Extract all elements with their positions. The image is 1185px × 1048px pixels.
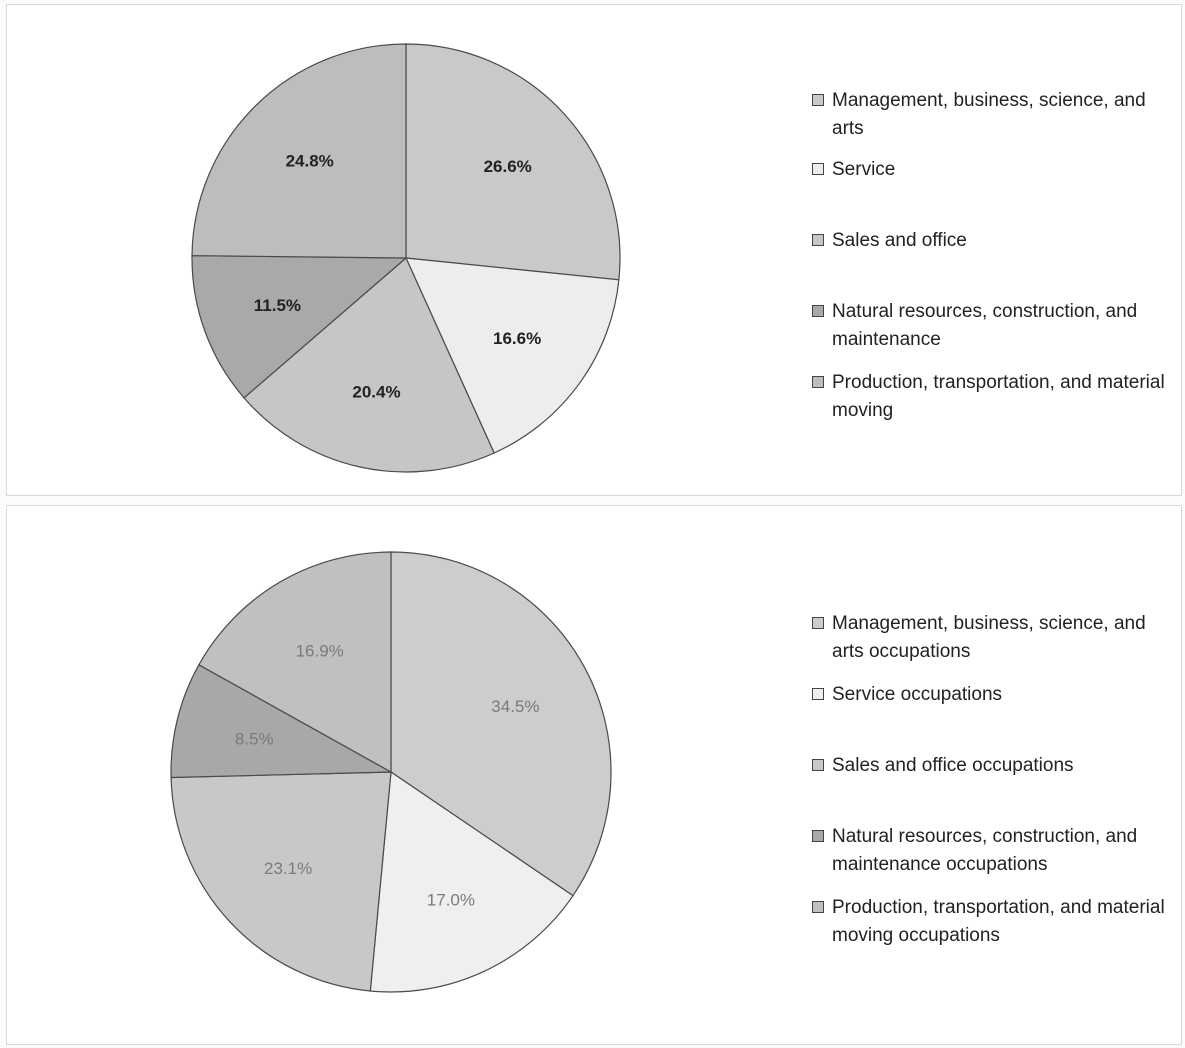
pie-2-legend-label-management: Management, business, science, and arts …	[832, 613, 1146, 662]
pie-2-slice-label-natural-resources: 8.5%	[235, 729, 274, 748]
pie-1-slice-sales	[243, 257, 495, 473]
pie-1-legend-item-management: Management, business, science, and arts	[810, 87, 1180, 143]
pie-2-legend-swatch-production	[812, 901, 824, 913]
pie-1-legend-label-sales: Sales and office	[832, 230, 967, 251]
pie-2-slice-service	[369, 770, 574, 993]
pie-1-slice-label-production: 24.8%	[286, 152, 334, 171]
pie-1-legend-item-production: Production, transportation, and material…	[810, 369, 1180, 425]
pie-2-slice-sales	[170, 771, 392, 992]
pie-2-legend-item-management: Management, business, science, and arts …	[810, 610, 1180, 666]
pie-2-legend-swatch-management	[812, 617, 824, 629]
pie-2-slice-natural-resources	[170, 663, 394, 779]
pie-1-slice-management	[405, 43, 621, 281]
pie-1-slice-label-service: 16.6%	[493, 329, 541, 348]
pie-2-legend-label-natural-resources: Natural resources, construction, and mai…	[832, 826, 1138, 875]
pie-1-slice-natural-resources	[191, 255, 408, 399]
pie-1-legend-swatch-management	[812, 94, 824, 106]
pie-1-legend-label-production: Production, transportation, and material…	[832, 372, 1165, 421]
pie-1-legend-item-service: Service	[810, 156, 1180, 184]
pie-2-slice-management	[390, 551, 612, 897]
pie-2-legend-swatch-sales	[812, 759, 824, 771]
pie-2-legend-label-sales: Sales and office occupations	[832, 755, 1074, 776]
pie-1-slice-service	[405, 257, 620, 454]
pie-2-legend-item-natural-resources: Natural resources, construction, and mai…	[810, 823, 1180, 879]
pie-1-slice-label-management: 26.6%	[484, 157, 532, 176]
pie-1-slice-production	[191, 43, 407, 259]
pie-2-legend-item-sales: Sales and office occupations	[810, 752, 1180, 780]
pie-1-legend-label-natural-resources: Natural resources, construction, and mai…	[832, 301, 1138, 350]
pie-2-legend-label-service: Service occupations	[832, 684, 1003, 705]
pie-2-legend-swatch-service	[812, 688, 824, 700]
pie-1-legend-label-service: Service	[832, 159, 896, 180]
pie-2-legend-label-production: Production, transportation, and material…	[832, 897, 1165, 946]
pie-1-legend-label-management: Management, business, science, and arts	[832, 90, 1146, 139]
pie-1-legend-swatch-production	[812, 376, 824, 388]
pie-1-slice-label-sales: 20.4%	[352, 383, 400, 402]
pie-1-plot: 26.6% 16.6% 20.4% 11.5% 24.8%	[191, 43, 621, 473]
pie-2-legend-item-service: Service occupations	[810, 681, 1180, 709]
occupation-pie-chart-2: 34.5% 17.0% 23.1% 8.5% 16.9% Management, bus…	[6, 505, 1182, 1045]
pie-2-legend-swatch-natural-resources	[812, 830, 824, 842]
pie-1-legend-item-sales: Sales and office	[810, 227, 1180, 255]
pie-1-legend-swatch-service	[812, 163, 824, 175]
pie-2-slice-label-production: 16.9%	[296, 642, 344, 661]
pie-1-legend-swatch-sales	[812, 234, 824, 246]
pie-1-legend-swatch-natural-resources	[812, 305, 824, 317]
pie-2-legend-item-production: Production, transportation, and material…	[810, 894, 1180, 950]
pie-2-slice-label-management: 34.5%	[491, 697, 539, 716]
pie-2-slice-label-sales: 23.1%	[264, 859, 312, 878]
pie-2-slice-production	[198, 551, 392, 774]
pie-1-slice-label-natural-resources: 11.5%	[254, 296, 301, 315]
pie-1-legend-item-natural-resources: Natural resources, construction, and mai…	[810, 298, 1180, 354]
occupation-pie-chart-1: 26.6% 16.6% 20.4% 11.5% 24.8% Management, bu…	[6, 4, 1182, 496]
pie-2-plot: 34.5% 17.0% 23.1% 8.5% 16.9%	[170, 551, 612, 993]
pie-2-slice-label-service: 17.0%	[427, 890, 475, 909]
